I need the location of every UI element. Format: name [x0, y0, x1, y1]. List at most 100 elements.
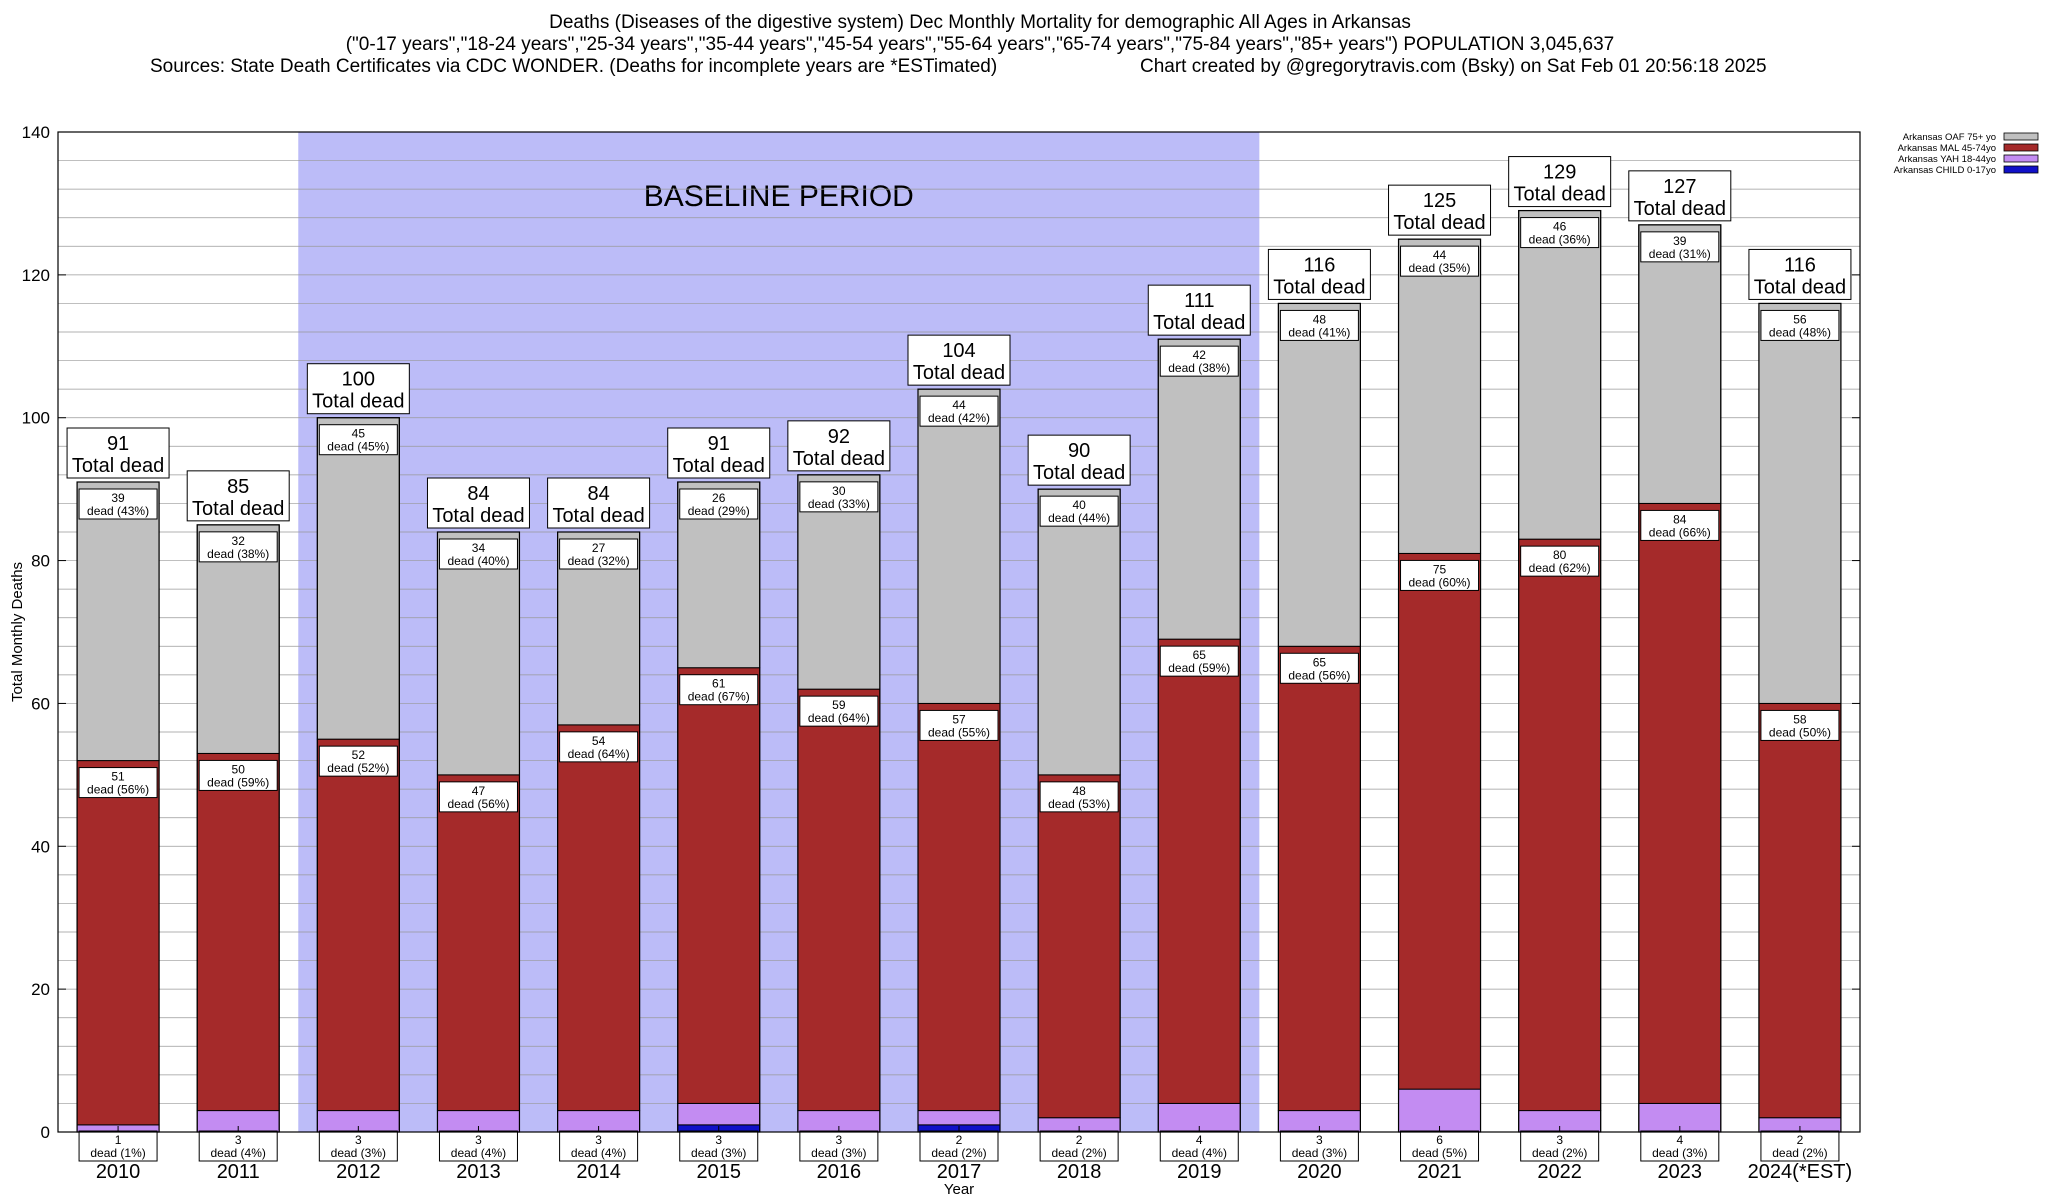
- x-tick-label: 2010: [96, 1161, 141, 1183]
- yah-data-label-box: [919, 1130, 999, 1162]
- bar-oaf-2017: [917, 388, 1001, 704]
- oaf-data-label-box: [799, 481, 879, 513]
- bar-yah-2021: [1398, 1088, 1482, 1133]
- bar-oaf-2018: [1037, 488, 1121, 776]
- total-label-box: [1027, 434, 1131, 486]
- x-tick-label: 2023: [1658, 1161, 1703, 1183]
- yah-data-label-box: [1760, 1130, 1840, 1162]
- mal-data-label-count: 65: [1193, 648, 1207, 662]
- yah-data-label-box: [1159, 1130, 1239, 1162]
- total-value: 100: [342, 369, 375, 391]
- total-value: 84: [467, 483, 489, 505]
- legend-label: Arkansas MAL 45-74yo: [1898, 143, 1996, 154]
- bar-yah-2017: [917, 1110, 1001, 1126]
- bar-yah-2015: [677, 1102, 761, 1126]
- yah-data-label-percent: dead (2%): [931, 1146, 986, 1160]
- yah-data-label-count: 3: [355, 1133, 362, 1147]
- oaf-data-label-box: [1760, 309, 1840, 341]
- total-suffix: Total dead: [312, 391, 404, 413]
- bar-mal-2017: [917, 702, 1001, 1112]
- mal-data-label-percent: dead (64%): [808, 711, 870, 725]
- total-value: 104: [942, 340, 975, 362]
- total-value: 129: [1543, 162, 1576, 184]
- mal-data-label-count: 59: [832, 698, 846, 712]
- y-tick-label: 80: [31, 552, 50, 571]
- oaf-data-label-box: [198, 531, 278, 563]
- mal-data-label-percent: dead (56%): [87, 783, 149, 797]
- total-suffix: Total dead: [552, 505, 644, 527]
- total-suffix: Total dead: [1393, 212, 1485, 234]
- legend-label: Arkansas OAF 75+ yo: [1903, 132, 1996, 143]
- baseline-period-label: BASELINE PERIOD: [644, 180, 914, 213]
- plot-frame: [57, 131, 1861, 1133]
- y-tick-label: 60: [31, 694, 50, 713]
- total-value: 85: [227, 476, 249, 498]
- mal-data-label-box: [1520, 545, 1600, 577]
- chart-subtitle-ages: ("0-17 years","18-24 years","25-34 years…: [345, 34, 1615, 55]
- total-suffix: Total dead: [1273, 276, 1365, 298]
- bar-oaf-2013: [436, 531, 520, 776]
- mal-data-label-count: 54: [592, 734, 606, 748]
- y-axis-title: Total Monthly Deaths: [9, 562, 26, 702]
- x-tick-label: 2012: [336, 1161, 381, 1183]
- y-tick-label: 40: [31, 837, 50, 856]
- chart-credit: Chart created by @gregorytravis.com (Bsk…: [1140, 56, 1767, 77]
- oaf-data-label-count: 26: [712, 491, 726, 505]
- x-axis-title: Year: [944, 1181, 974, 1198]
- x-tick-label: 2011: [217, 1161, 260, 1183]
- chart-title-block: Deaths (Diseases of the digestive system…: [0, 12, 1960, 78]
- mal-data-label-count: 50: [232, 762, 246, 776]
- mal-data-label-box: [198, 759, 278, 791]
- legend-swatch-child: [2003, 165, 2039, 174]
- total-suffix: Total dead: [72, 455, 164, 477]
- bar-mal-2024(*EST): [1758, 702, 1842, 1119]
- total-value: 91: [708, 433, 730, 455]
- mal-data-label-count: 47: [472, 784, 486, 798]
- oaf-data-label-count: 32: [232, 534, 246, 548]
- y-tick-label: 120: [22, 266, 50, 285]
- mal-data-label-percent: dead (67%): [688, 690, 750, 704]
- bar-oaf-2019: [1157, 338, 1241, 640]
- total-label-box: [547, 477, 651, 529]
- mal-data-label-count: 84: [1673, 512, 1687, 526]
- yah-data-label-percent: dead (4%): [211, 1146, 266, 1160]
- bar-mal-2015: [677, 667, 761, 1104]
- chart-sources: Sources: State Death Certificates via CD…: [150, 56, 998, 77]
- mal-data-label-percent: dead (56%): [447, 797, 509, 811]
- oaf-data-label-box: [438, 538, 518, 570]
- total-label-box: [1388, 184, 1492, 236]
- oaf-data-label-count: 34: [472, 541, 486, 555]
- oaf-data-label-box: [679, 488, 759, 520]
- x-tick-label: 2013: [456, 1161, 501, 1183]
- oaf-data-label-count: 56: [1793, 312, 1807, 326]
- yah-data-label-box: [1640, 1130, 1720, 1162]
- total-suffix: Total dead: [432, 505, 524, 527]
- oaf-data-label-box: [78, 488, 158, 520]
- yah-data-label-percent: dead (2%): [1772, 1146, 1827, 1160]
- total-suffix: Total dead: [1754, 276, 1846, 298]
- oaf-data-label-count: 40: [1072, 498, 1086, 512]
- total-label-box: [426, 477, 530, 529]
- oaf-data-label-box: [1159, 345, 1239, 377]
- bar-mal-2021: [1398, 552, 1482, 1090]
- mal-data-label-count: 65: [1313, 655, 1327, 669]
